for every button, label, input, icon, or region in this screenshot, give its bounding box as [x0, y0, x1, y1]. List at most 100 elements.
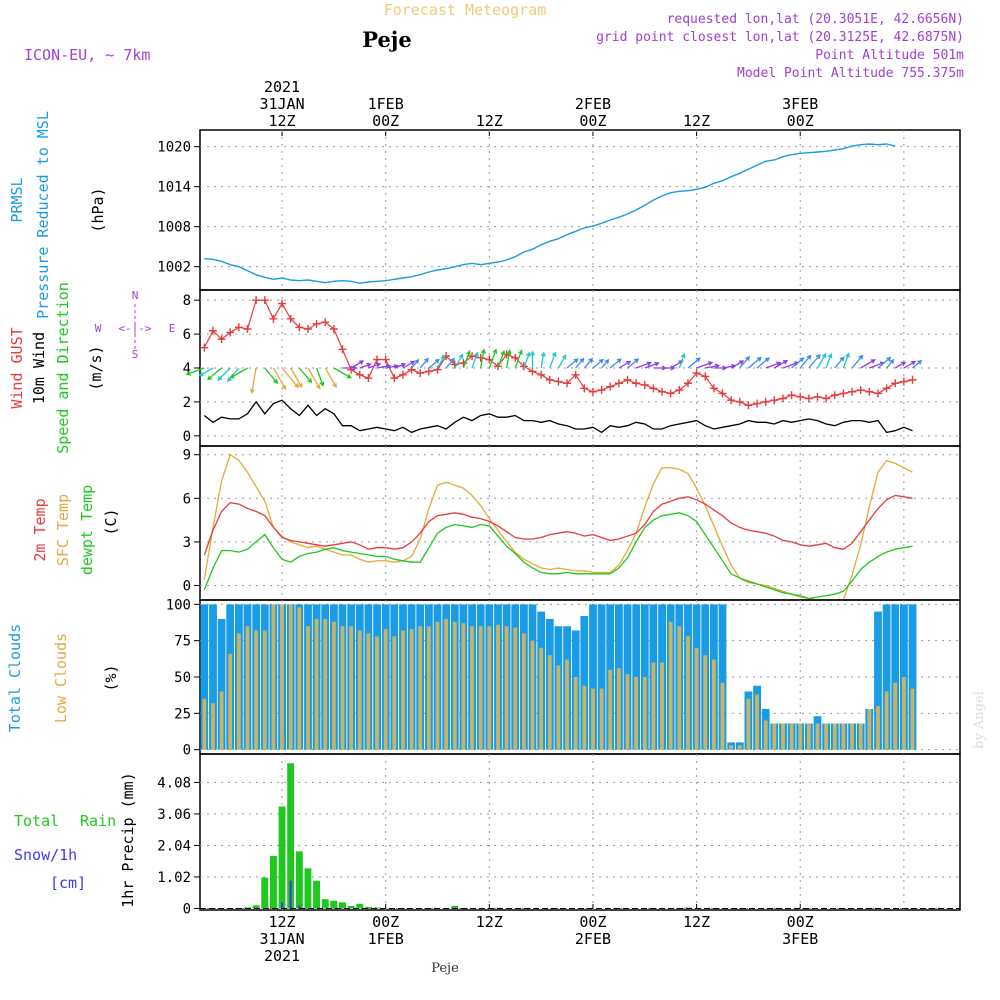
bar-low-clouds	[729, 745, 733, 750]
gust-marker	[614, 379, 623, 388]
gust-marker	[597, 386, 606, 395]
gust-marker	[701, 372, 710, 381]
gust-marker	[511, 353, 520, 362]
ylabel-10m-wind: 10m Wind	[30, 332, 48, 404]
wind-direction-arrow	[480, 348, 486, 369]
ylabel-dewpt-temp: dewpt Temp	[78, 485, 96, 575]
bar-low-clouds	[712, 659, 716, 750]
bar-low-clouds	[625, 674, 630, 750]
bar-low-clouds	[772, 723, 777, 750]
bar-low-clouds	[219, 691, 224, 750]
top-time-label: 00Z	[579, 112, 606, 130]
bottom-time-label: 31JAN	[259, 930, 304, 948]
bar-low-clouds	[547, 655, 552, 750]
wind-direction-arrow	[851, 354, 864, 369]
bar-low-clouds	[409, 629, 414, 750]
y-tick-label: 9	[183, 448, 191, 464]
bar-low-clouds	[340, 626, 345, 750]
bar-low-clouds	[608, 669, 613, 750]
gust-marker	[649, 384, 658, 393]
wind-direction-arrow	[198, 367, 214, 377]
credit-watermark: by Angel	[972, 691, 987, 749]
gust-marker	[830, 391, 839, 400]
wind-direction-arrow	[825, 353, 833, 369]
gust-marker	[468, 352, 477, 361]
bar-total-rain	[287, 763, 295, 909]
bar-low-clouds	[876, 706, 880, 750]
ylabel-wind-gust: Wind GUST	[8, 327, 26, 408]
gust-marker	[727, 396, 736, 405]
wind-direction-arrow	[307, 367, 321, 390]
bar-low-clouds	[703, 655, 708, 750]
wind-direction-arrow	[368, 362, 382, 369]
bottom-time-label: 1FEB	[368, 930, 404, 948]
wind-direction-arrow	[756, 357, 770, 369]
y-tick-label: 0	[183, 743, 191, 759]
bottom-time-label: 00Z	[787, 913, 814, 931]
footer-station-name: Peje	[431, 961, 459, 976]
gust-marker	[303, 325, 312, 333]
y-tick-label: 3.06	[157, 807, 191, 823]
bar-low-clouds	[642, 677, 647, 750]
bar-total-clouds	[200, 604, 209, 750]
bar-total-clouds	[580, 616, 589, 750]
wind-direction-arrow	[185, 367, 205, 376]
wind-direction-arrow	[557, 354, 567, 369]
bar-low-clouds	[668, 621, 673, 750]
gust-marker	[269, 314, 278, 323]
bar-low-clouds	[807, 723, 811, 750]
gust-marker	[580, 384, 589, 393]
bar-low-clouds	[789, 723, 794, 750]
y-tick-label: 75	[174, 634, 191, 650]
bar-low-clouds	[634, 677, 638, 750]
bar-low-clouds	[314, 618, 319, 750]
wind-direction-arrow	[264, 367, 279, 384]
bar-low-clouds	[280, 604, 284, 750]
gust-marker	[398, 370, 407, 379]
top-time-label: 00Z	[372, 112, 399, 130]
bar-low-clouds	[530, 640, 535, 750]
ylabel-celsius: (C)	[102, 508, 120, 535]
gust-marker	[813, 392, 822, 401]
bar-low-clouds	[211, 703, 215, 750]
y-tick-label: 1008	[157, 220, 191, 236]
series-10m-wind	[203, 399, 913, 434]
gust-marker	[338, 345, 347, 354]
bar-low-clouds	[513, 627, 518, 750]
bar-low-clouds	[262, 630, 267, 750]
ylabel-rain: Rain	[80, 812, 116, 830]
wind-direction-arrow	[575, 357, 585, 369]
gust-marker	[882, 384, 891, 393]
wind-direction-arrow	[773, 360, 789, 369]
wind-direction-arrow	[436, 354, 446, 369]
gust-marker	[770, 396, 779, 405]
bar-low-clouds	[444, 618, 448, 750]
bar-total-clouds	[217, 618, 226, 750]
wind-direction-arrow	[272, 367, 287, 391]
bar-total-rain	[330, 900, 338, 909]
bar-low-clouds	[850, 723, 854, 750]
gust-marker	[709, 384, 718, 393]
gust-marker	[692, 369, 701, 378]
y-tick-label: 0	[183, 429, 191, 445]
gust-marker	[753, 399, 762, 408]
bottom-time-label: 12Z	[268, 913, 295, 931]
wind-direction-arrow	[747, 356, 762, 369]
y-tick-label: 4	[183, 361, 191, 377]
bar-snow	[289, 880, 292, 909]
wind-direction-arrow	[249, 367, 257, 394]
gust-marker	[865, 387, 874, 396]
y-tick-label: 8	[183, 293, 191, 309]
bar-low-clouds	[496, 624, 500, 750]
gust-marker	[891, 379, 900, 388]
gust-marker	[899, 377, 908, 386]
wind-direction-arrow	[644, 361, 660, 369]
gust-marker	[666, 389, 675, 398]
requested-coords: requested lon,lat (20.3051E, 42.6656N)	[667, 12, 964, 27]
panel-wind: 0 2 4 6 8 Wind GUST 10m Wind Speed and Directio…	[8, 282, 961, 454]
wind-direction-arrow	[206, 367, 223, 381]
gust-marker	[658, 387, 667, 396]
bar-low-clouds	[470, 626, 474, 750]
bar-total-rain	[347, 906, 355, 909]
